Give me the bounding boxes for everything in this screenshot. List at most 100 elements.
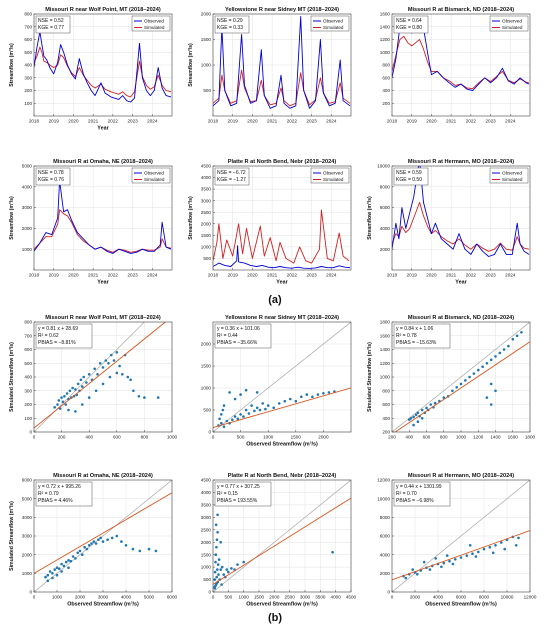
x-tick-label: 1400 — [490, 435, 501, 440]
scatter-point — [219, 568, 222, 571]
y-tick-label: 700 — [24, 24, 32, 29]
legend-label: Simulated — [323, 177, 344, 182]
y-tick-label: 600 — [24, 37, 32, 42]
x-tick-label: 2021 — [88, 119, 99, 124]
scatter-point — [233, 415, 237, 418]
scatter-point — [231, 418, 234, 422]
scatter-point — [220, 413, 223, 416]
y-tick-label: 0 — [29, 430, 32, 435]
data-layer — [34, 480, 172, 592]
x-tick-label: 2020 — [247, 119, 258, 124]
y-tick-label: 3000 — [22, 534, 33, 539]
scatter-point — [63, 395, 66, 398]
scatter-point — [459, 382, 463, 386]
y-tick-label: 1800 — [380, 320, 391, 325]
scatter-point — [81, 403, 84, 406]
y-tick-label: 800 — [382, 63, 390, 68]
scatter-point — [411, 568, 415, 571]
data-layer — [213, 480, 351, 592]
scatter-point — [215, 575, 218, 579]
x-axis-label: Observed Streamflow (m³/s) — [67, 602, 139, 608]
y-tick-label: 0 — [208, 430, 211, 435]
scatter-point — [489, 403, 493, 406]
y-tick-label: 1600 — [380, 12, 391, 17]
x-tick-label: 2500 — [285, 595, 296, 600]
x-tick-label: 2023 — [485, 119, 496, 124]
scatter-point — [445, 554, 449, 557]
y-tick-label: 3000 — [201, 198, 212, 203]
y-tick-label: 8000 — [380, 515, 391, 520]
y-tick-label: 500 — [203, 408, 211, 413]
x-axis-label: Observed Streamflow (m³/s) — [246, 442, 318, 448]
scatter-point — [225, 568, 229, 571]
scatter-point — [242, 560, 245, 564]
scatter-point — [261, 402, 265, 405]
y-tick-label: 1500 — [201, 364, 212, 369]
x-tick-label: 4000 — [331, 595, 342, 600]
y-tick-label: 4000 — [22, 515, 33, 520]
chart-panel-6: 2018 2019 2020 2021 2022 2023 2024 2000 4000 6000… — [367, 159, 531, 286]
scatter-point — [87, 373, 91, 376]
y-tick-label: 3000 — [22, 205, 33, 210]
scatter-point — [106, 538, 109, 541]
x-tick-label: 8000 — [479, 595, 490, 600]
stats-line: PBIAS = 4.46% — [38, 498, 73, 504]
series-line-observed — [213, 245, 351, 269]
chart-panel-10: 0 1000 2000 3000 4000 5000 6000 0 1000 2000 3000 40… — [9, 473, 178, 608]
scatter-point — [253, 409, 256, 413]
scatter-point — [53, 406, 56, 409]
y-tick-label: 600 — [382, 75, 390, 80]
legend-label: Observed — [144, 19, 164, 24]
scatter-point — [69, 559, 73, 563]
scatter-point — [71, 555, 75, 558]
chart-title: Platte R at North Bend, Nebr (2018–2024) — [228, 159, 337, 165]
x-tick-label: 2019 — [228, 119, 239, 124]
x-tick-label: 2023 — [306, 273, 317, 278]
scatter-point — [67, 559, 70, 562]
x-tick-label: 2019 — [407, 119, 418, 124]
scatter-point — [434, 557, 438, 560]
scatter-point — [94, 389, 98, 393]
scatter-point — [294, 399, 298, 403]
x-tick-label: 2023 — [306, 119, 317, 124]
y-tick-label: 500 — [203, 256, 211, 261]
x-tick-label: 0 — [212, 595, 215, 600]
y-tick-label: 10000 — [377, 496, 390, 501]
chart-panel-7: 0 200 400 600 800 1000 0 100 200 300 400 500 600 700 8… — [9, 315, 178, 440]
scatter-point — [55, 566, 59, 569]
scatter-point — [143, 396, 146, 399]
x-tick-label: 800 — [440, 435, 448, 440]
panel-label-b: (b) — [268, 612, 282, 624]
x-tick-label: 2024 — [505, 119, 516, 124]
stats-line: NSE = 0.78 — [38, 170, 64, 176]
y-tick-label: 200 — [382, 430, 390, 435]
scatter-point — [115, 351, 119, 354]
scatter-point — [64, 560, 68, 564]
y-tick-label: 4000 — [201, 175, 212, 180]
y-axis-label: Streamflow (m³/s) — [9, 196, 15, 240]
scatter-point — [489, 382, 493, 386]
y-tick-label: 800 — [24, 320, 32, 325]
scatter-point — [220, 565, 224, 569]
x-tick-label: 2024 — [147, 119, 158, 124]
x-tick-label: 2022 — [466, 273, 477, 278]
x-tick-label: 200 — [58, 435, 66, 440]
y-tick-label: 4000 — [22, 184, 33, 189]
scatter-point — [222, 573, 225, 576]
y-tick-label: 400 — [24, 63, 32, 68]
scatter-point — [404, 576, 408, 580]
series-line-simulated — [213, 209, 350, 264]
chart-panel-9: 200 400 600 800 1000 1200 1400 1600 1800 200 400 60… — [367, 315, 536, 440]
x-tick-label: 400 — [405, 435, 413, 440]
legend-label: Observed — [323, 171, 343, 176]
x-tick-label: 2019 — [49, 119, 60, 124]
scatter-point — [250, 404, 253, 407]
scatter-point — [121, 373, 124, 376]
x-axis-label: Year — [97, 280, 109, 286]
series-line-observed — [34, 31, 172, 103]
scatter-point — [327, 391, 331, 394]
x-tick-label: 1600 — [508, 435, 519, 440]
scatter-point — [62, 564, 66, 568]
scatter-point — [416, 420, 420, 424]
scatter-point — [219, 540, 222, 544]
